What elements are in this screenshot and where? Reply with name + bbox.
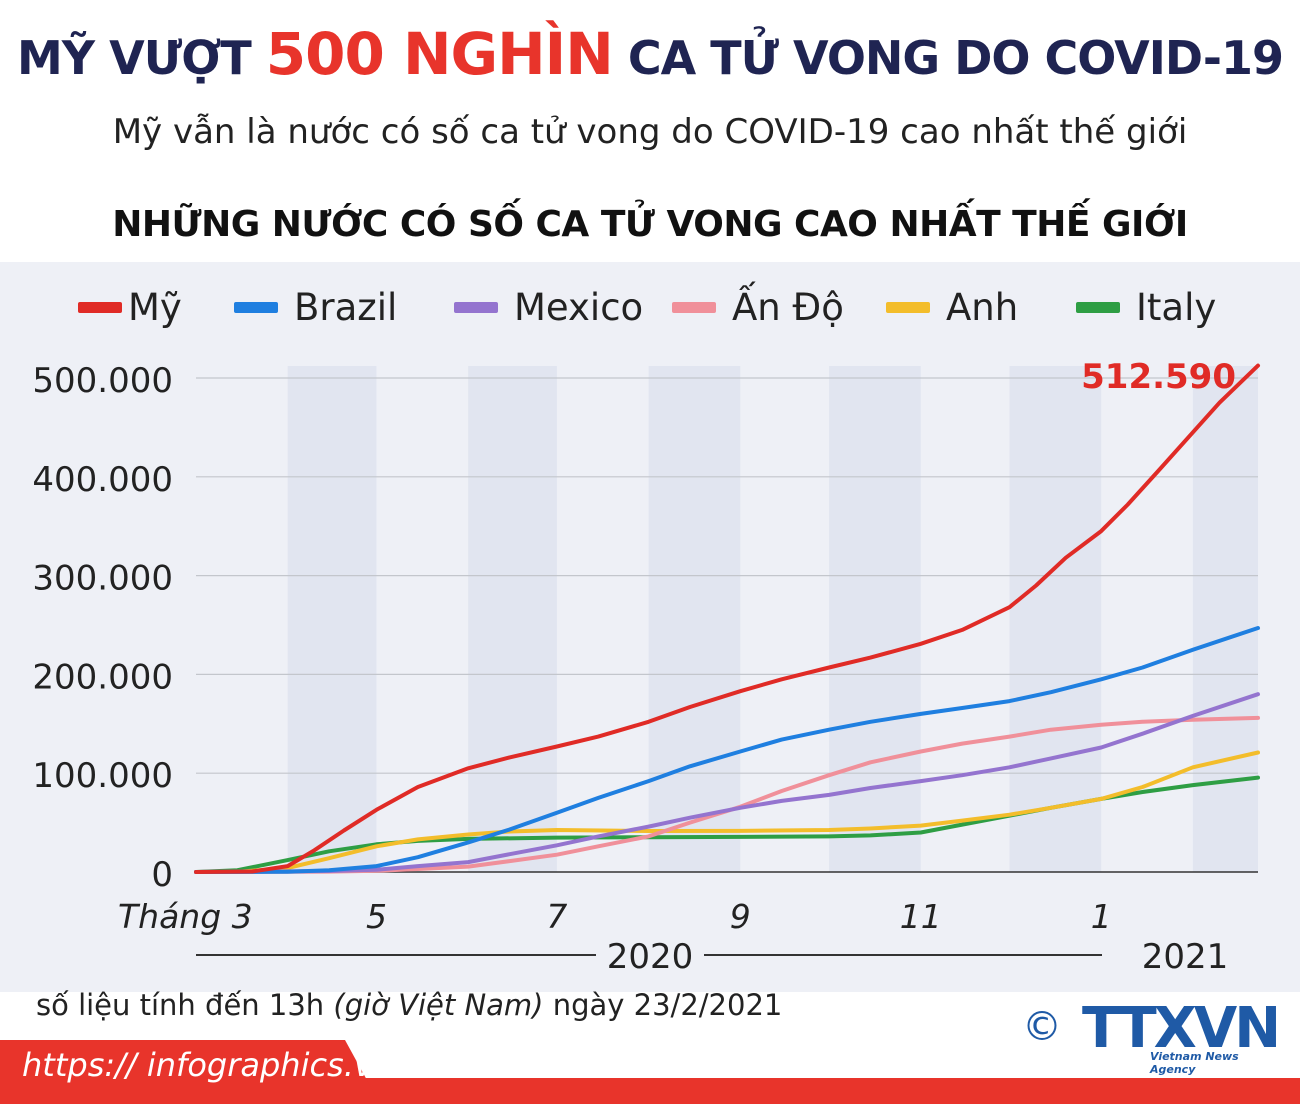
x-tick-label: 5	[366, 897, 387, 936]
legend-swatch	[886, 302, 930, 313]
x-tick-label: Tháng 3	[118, 897, 253, 936]
headline-accent: 500 NGHÌN	[265, 20, 614, 88]
legend-label: Mỹ	[128, 286, 182, 329]
annotation-label: 512.590	[1081, 357, 1236, 397]
month-band	[829, 366, 921, 872]
source-url-link[interactable]: https:// infographics.vn	[22, 1046, 394, 1084]
legend-label: Anh	[946, 286, 1018, 329]
headline-post: CA TỬ VONG DO COVID-19	[627, 31, 1284, 85]
chart-title: NHỮNG NƯỚC CÓ SỐ CA TỬ VONG CAO NHẤT THẾ…	[112, 204, 1188, 245]
legend-swatch	[78, 302, 122, 313]
footnote-date: ngày 23/2/2021	[552, 988, 783, 1022]
month-band	[648, 366, 741, 872]
logo-tagline: Vietnam News Agency	[1150, 1050, 1239, 1076]
series-line	[194, 715, 1260, 874]
legend-label: Italy	[1136, 286, 1216, 329]
y-tick-label: 300.000	[32, 559, 173, 599]
headline: MỸ VƯỢT 500 NGHÌN CA TỬ VONG DO COVID-19	[0, 20, 1300, 88]
series-line	[194, 626, 1260, 874]
x-tick-label: 11	[900, 897, 942, 936]
url-box	[0, 1040, 380, 1104]
month-band	[287, 366, 377, 872]
legend-label: Mexico	[514, 286, 643, 329]
legend-label: Ấn Độ	[732, 281, 844, 329]
logo-brand: TTXVN	[1082, 996, 1281, 1061]
legend-swatch	[454, 302, 498, 313]
footnote-timezone: (giờ Việt Nam)	[333, 988, 544, 1022]
copyright-icon: ©	[1022, 1004, 1062, 1050]
ttxvn-logo: © TTXVN Vietnam News Agency	[1022, 996, 1284, 1076]
subtitle: Mỹ vẫn là nước có số ca tử vong do COVID…	[112, 112, 1188, 152]
month-band	[1192, 366, 1258, 872]
series-line	[194, 363, 1260, 874]
line-chart: 0 100.000 200.000 300.000 400.000 500.000 Thán…	[32, 281, 1260, 977]
x-tick-label: 1	[1091, 897, 1112, 936]
series-line	[194, 692, 1260, 874]
y-tick-label: 200.000	[32, 657, 173, 697]
month-band	[1009, 366, 1102, 872]
headline-pre: MỸ VƯỢT	[17, 31, 252, 85]
y-tick-label: 400.000	[32, 460, 173, 500]
y-tick-label: 0	[151, 855, 173, 895]
y-tick-label: 500.000	[32, 361, 173, 401]
data-footnote: số liệu tính đến 13h (giờ Việt Nam) ngày…	[36, 988, 782, 1022]
year-label-2021: 2021	[1142, 937, 1229, 977]
y-tick-label: 100.000	[32, 756, 173, 796]
legend-swatch	[1076, 302, 1120, 313]
series-line	[194, 750, 1260, 874]
legend-label: Brazil	[294, 286, 397, 329]
x-tick-label: 9	[730, 897, 751, 936]
year-label-2020: 2020	[607, 937, 694, 977]
legend-swatch	[234, 302, 278, 313]
footnote-text: số liệu tính đến 13h	[36, 988, 325, 1022]
legend-swatch	[672, 302, 716, 313]
x-tick-label: 7	[546, 897, 567, 936]
month-band	[468, 366, 557, 872]
